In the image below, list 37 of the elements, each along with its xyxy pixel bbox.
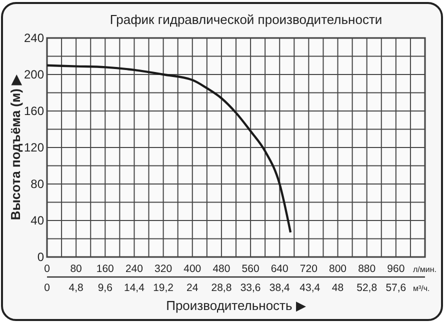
y-tick-label: 240: [24, 31, 44, 46]
x2-tick-label: 52,8: [356, 282, 378, 294]
x2-tick-label: 28,8: [211, 282, 232, 294]
x-tick-label: 640: [270, 263, 289, 275]
x2-tick-label: 57,6: [386, 282, 406, 294]
x-tick-label: 320: [154, 263, 172, 275]
x-tick-label: 800: [329, 263, 347, 275]
line-series: [46, 64, 292, 234]
x2-tick-label: 9,6: [98, 282, 113, 294]
y-tick-label: 200: [24, 68, 44, 82]
chart-title: График гидравлической производительности: [110, 12, 382, 27]
text: м³/ч.: [413, 284, 430, 293]
x2-tick-label: 38,4: [269, 282, 290, 294]
text: л/мин.: [413, 265, 436, 274]
y-tick-label: 0: [37, 250, 44, 264]
x2-tick-label: 19,2: [153, 282, 174, 294]
x-tick-label: 960: [387, 263, 405, 275]
x-tick-label: 240: [125, 263, 144, 275]
y-tick-label: 160: [24, 104, 44, 118]
x2-tick-label: 24: [186, 282, 198, 294]
x2-tick-label: 48: [332, 282, 344, 294]
y-tick-label: 120: [24, 140, 44, 155]
x-tick-label: 160: [96, 263, 114, 275]
x-tick-label: 880: [358, 263, 376, 275]
y-tick-label: 80: [30, 177, 44, 192]
x-tick-label: 560: [242, 263, 260, 275]
y-tick-label: 40: [30, 214, 44, 228]
y-axis-title: Высота подъёма (м) ▶: [8, 74, 23, 220]
x-tick-label: 720: [300, 263, 318, 275]
x-tick-label: 480: [212, 263, 230, 275]
x-tick-label: 400: [184, 263, 202, 275]
x-axis-title: Производительность ▶: [166, 298, 306, 313]
x2-tick-label: 4,8: [68, 282, 84, 294]
x-tick-label: 80: [70, 263, 82, 275]
x2-tick-label: 14,4: [124, 282, 145, 294]
x2-tick-label: 43,4: [300, 282, 320, 294]
x2-tick-label: 33,6: [240, 282, 261, 294]
